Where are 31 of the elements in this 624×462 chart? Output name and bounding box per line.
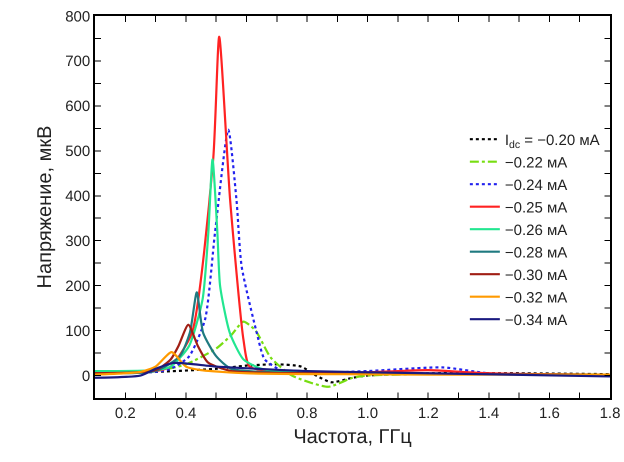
x-tick-label: 1.8 (600, 404, 620, 422)
legend-label: −0.28 мА (504, 244, 568, 262)
line-series (95, 351, 610, 376)
x-tick-label: 1.2 (418, 404, 439, 422)
y-tick-label: 200 (65, 278, 90, 295)
line-series (95, 362, 610, 379)
y-tick-label: 700 (65, 53, 90, 70)
legend-label: −0.22 мА (504, 154, 568, 172)
x-tick-label: 1.4 (478, 404, 500, 422)
legend-label: −0.25 мА (504, 200, 568, 217)
legend-label: −0.30 мА (504, 267, 568, 284)
x-tick-label: 0.8 (296, 404, 318, 422)
y-axis-title: Напряжение, мкВ (34, 126, 56, 288)
x-tick-label: 1.0 (357, 404, 378, 422)
y-tick-label: 600 (65, 98, 90, 116)
x-axis-title: Частота, ГГц (293, 426, 412, 448)
x-tick-label: 0.4 (175, 404, 196, 422)
y-tick-label: 300 (65, 232, 90, 250)
y-tick-label: 0 (82, 368, 90, 385)
legend-label: −0.26 мА (504, 222, 568, 240)
x-tick-label: 0.6 (236, 404, 257, 422)
y-tick-label: 100 (65, 322, 90, 340)
legend-label: −0.24 мА (504, 177, 568, 194)
y-tick-label: 400 (65, 188, 90, 206)
x-tick-label: 0.2 (114, 404, 136, 422)
legend-label: I$_{dc}$ = −0.20 мА (504, 132, 600, 152)
legend-label: −0.32 мА (504, 290, 568, 307)
legend-label: −0.34 мА (504, 312, 568, 330)
y-tick-label: 500 (65, 143, 90, 160)
x-tick-label: 1.6 (538, 404, 560, 422)
y-tick-label: 800 (65, 8, 90, 26)
